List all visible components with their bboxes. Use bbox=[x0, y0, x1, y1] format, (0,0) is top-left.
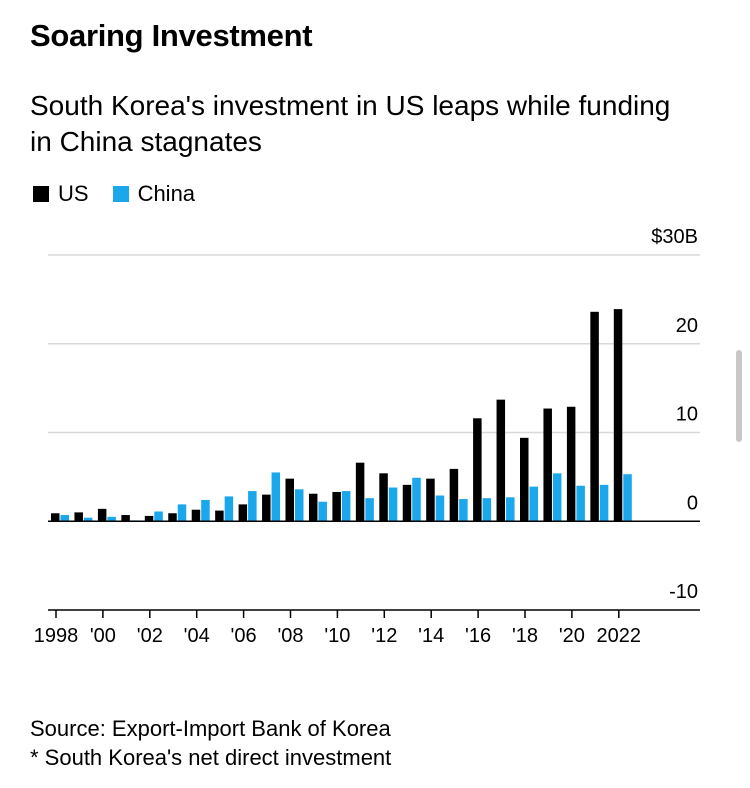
bar-china-2018 bbox=[529, 486, 538, 522]
bar-china-2022 bbox=[623, 474, 632, 522]
bar-us-2010 bbox=[332, 491, 341, 522]
x-tick-label: '18 bbox=[512, 625, 538, 647]
bar-china-2009 bbox=[318, 501, 327, 522]
legend-item-china: China bbox=[112, 181, 196, 207]
bar-us-1998 bbox=[51, 513, 60, 522]
y-tick-label: 0 bbox=[687, 492, 698, 514]
bar-china-2021 bbox=[599, 484, 609, 522]
x-tick-label: '12 bbox=[371, 625, 397, 647]
x-tick-label: '06 bbox=[231, 625, 257, 647]
bar-us-2000 bbox=[97, 508, 107, 522]
legend-label-china: China bbox=[137, 181, 196, 206]
bar-china-1999 bbox=[83, 517, 93, 522]
bar-us-2015 bbox=[449, 468, 459, 522]
bar-us-2014 bbox=[426, 478, 435, 522]
axis-labels: $30B 20 10 0 -10 1998 '00 '02 '04 '06 '08 '10 '12 '14… bbox=[34, 226, 698, 647]
bar-china-2007 bbox=[271, 472, 281, 522]
x-tick-label: '02 bbox=[137, 625, 163, 647]
bar-china-2011 bbox=[365, 498, 374, 522]
bar-us-2016 bbox=[473, 418, 482, 522]
bar-china-1998 bbox=[60, 515, 69, 522]
bar-us-2019 bbox=[543, 408, 552, 522]
x-tick-label: 2022 bbox=[597, 625, 642, 647]
bar-china-2014 bbox=[435, 495, 445, 522]
bar-us-2011 bbox=[355, 462, 365, 522]
bar-us-2006 bbox=[238, 504, 248, 522]
bar-china-2003 bbox=[177, 504, 187, 522]
bar-china-2015 bbox=[459, 499, 468, 522]
bar-china-2016 bbox=[482, 498, 492, 522]
bar-china-2000 bbox=[107, 516, 116, 522]
bar-china-2019 bbox=[552, 473, 562, 522]
bar-china-2013 bbox=[412, 477, 421, 522]
bar-us-2018 bbox=[520, 437, 529, 522]
footnote: * South Korea's net direct investment bbox=[30, 745, 392, 770]
chart-title: Soaring Investment bbox=[30, 18, 313, 53]
bar-us-2013 bbox=[402, 484, 412, 522]
bar-us-2004 bbox=[191, 509, 201, 522]
legend: US China bbox=[33, 181, 219, 207]
y-tick-label: -10 bbox=[669, 581, 698, 603]
x-tick-label: '00 bbox=[90, 625, 116, 647]
y-tick-label: 20 bbox=[676, 315, 698, 337]
bar-china-2012 bbox=[388, 487, 398, 522]
bar-us-2001 bbox=[121, 515, 130, 522]
legend-item-us: US bbox=[33, 181, 89, 207]
x-tick-label: '20 bbox=[559, 625, 585, 647]
bar-us-2017 bbox=[496, 399, 506, 522]
x-tick-label: 1998 bbox=[34, 625, 79, 647]
bar-us-2009 bbox=[308, 493, 318, 522]
bar-us-2020 bbox=[566, 406, 576, 522]
bar-china-2002 bbox=[154, 511, 163, 522]
bars bbox=[51, 309, 632, 522]
chart-subtitle: South Korea's investment in US leaps whi… bbox=[30, 90, 671, 157]
bar-us-2021 bbox=[590, 311, 599, 522]
bar-china-2008 bbox=[295, 489, 304, 522]
bar-us-1999 bbox=[74, 512, 83, 522]
bar-us-2012 bbox=[379, 473, 388, 522]
bar-us-2008 bbox=[285, 478, 294, 522]
gridlines bbox=[48, 254, 700, 434]
y-tick-label: $30B bbox=[651, 226, 698, 248]
axes bbox=[48, 520, 700, 618]
x-tick-label: '16 bbox=[465, 625, 491, 647]
chart-footer: Source: Export-Import Bank of Korea * So… bbox=[30, 714, 391, 772]
bar-china-2006 bbox=[248, 491, 257, 522]
y-tick-label: 10 bbox=[676, 404, 698, 426]
bar-us-2003 bbox=[168, 513, 177, 522]
bar-us-2002 bbox=[144, 515, 154, 522]
bar-us-2022 bbox=[613, 309, 623, 522]
legend-label-us: US bbox=[58, 181, 89, 206]
bar-china-2005 bbox=[224, 496, 234, 522]
x-tick-label: '14 bbox=[418, 625, 444, 647]
bar-china-2010 bbox=[341, 491, 351, 522]
legend-swatch-china bbox=[112, 186, 129, 202]
source-note: Source: Export-Import Bank of Korea bbox=[30, 716, 391, 741]
bar-chart: $30B 20 10 0 -10 1998 '00 '02 '04 '06 '08 '10 '12 '14… bbox=[34, 226, 700, 647]
bar-china-2017 bbox=[506, 497, 515, 522]
x-tick-label: '10 bbox=[324, 625, 350, 647]
bar-china-2004 bbox=[201, 499, 210, 522]
bar-china-2020 bbox=[576, 485, 585, 522]
scrollbar-thumb[interactable] bbox=[736, 350, 742, 442]
x-tick-label: '08 bbox=[277, 625, 303, 647]
bar-us-2005 bbox=[215, 510, 224, 522]
legend-swatch-us bbox=[33, 186, 49, 202]
x-tick-label: '04 bbox=[184, 625, 210, 647]
bar-us-2007 bbox=[262, 494, 271, 522]
